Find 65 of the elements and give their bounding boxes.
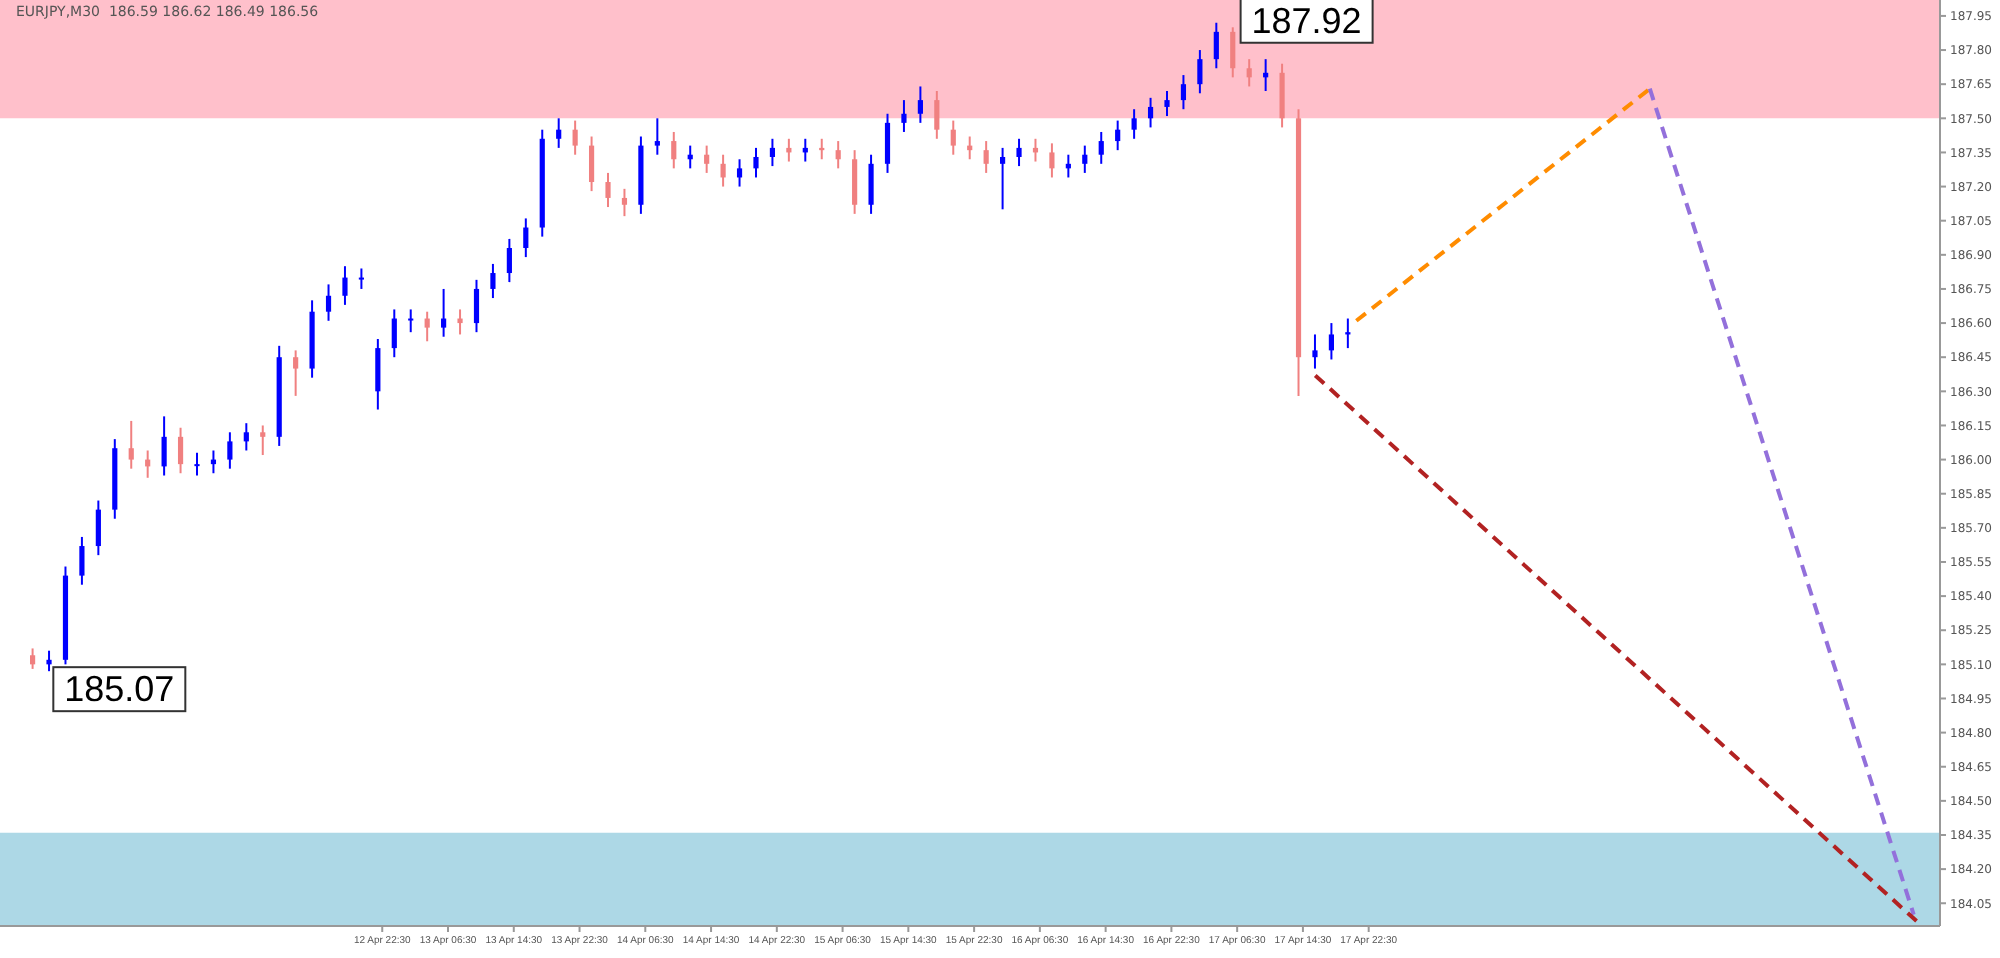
candlestick [260,424,266,457]
candlestick [1098,130,1104,165]
candlestick [852,149,858,215]
candlestick [325,283,332,322]
candlestick [1312,333,1318,370]
candlestick [424,310,430,343]
candlestick [950,119,956,156]
candlestick [556,117,562,149]
candlestick [588,135,595,193]
candlestick [720,153,726,188]
candlestick [605,171,611,209]
candlestick [769,137,776,168]
candlestick [1279,62,1285,129]
candlestick [572,119,578,156]
candlestick [753,146,759,179]
candlestick [1328,322,1334,361]
candlestick [79,535,85,586]
candlestick [654,117,660,156]
candlestick [983,140,989,174]
candlestick [375,338,381,411]
candlestick [1213,21,1219,70]
candlestick [523,217,529,259]
candlestick [293,349,299,397]
candlestick [1147,96,1154,129]
candlestick [161,415,167,477]
candlestick [473,278,480,334]
candlestick [457,308,463,336]
candlestick [1180,74,1187,111]
candlestick [934,90,940,140]
candlestick [30,647,36,670]
candlestick [1131,108,1137,140]
candlestick [227,431,233,470]
candlestick [1164,90,1170,118]
candlestick [1230,26,1236,79]
annotation: 187.92 [1251,0,1362,41]
candlestick [128,419,134,470]
candlestick [1000,146,1006,211]
candlestick [441,287,447,338]
candlestick [1082,144,1088,174]
candlestick [1246,58,1252,88]
candlestick [177,426,184,475]
candlestick [1197,49,1203,95]
candlestick [835,140,841,170]
candlestick [490,262,496,300]
candlestick [884,112,891,174]
candlestick [95,499,101,557]
candlestick [46,649,52,673]
annotation: 185.07 [64,669,175,710]
candlestick [704,144,710,174]
candlestick [621,187,628,218]
candlestick [671,130,677,170]
candlestick [243,422,249,452]
candlestick [1016,137,1022,168]
candlestick [358,267,364,290]
candlestick [1115,119,1121,152]
candlestick [868,153,874,215]
candlestick [917,85,923,124]
candlestick [901,99,907,133]
candlestick [506,237,512,284]
candlestick [342,265,348,306]
candlestick [1049,142,1055,179]
candlestick [408,308,414,334]
candlestick [194,451,200,477]
candlestick [736,158,743,188]
candlestick [391,308,397,359]
